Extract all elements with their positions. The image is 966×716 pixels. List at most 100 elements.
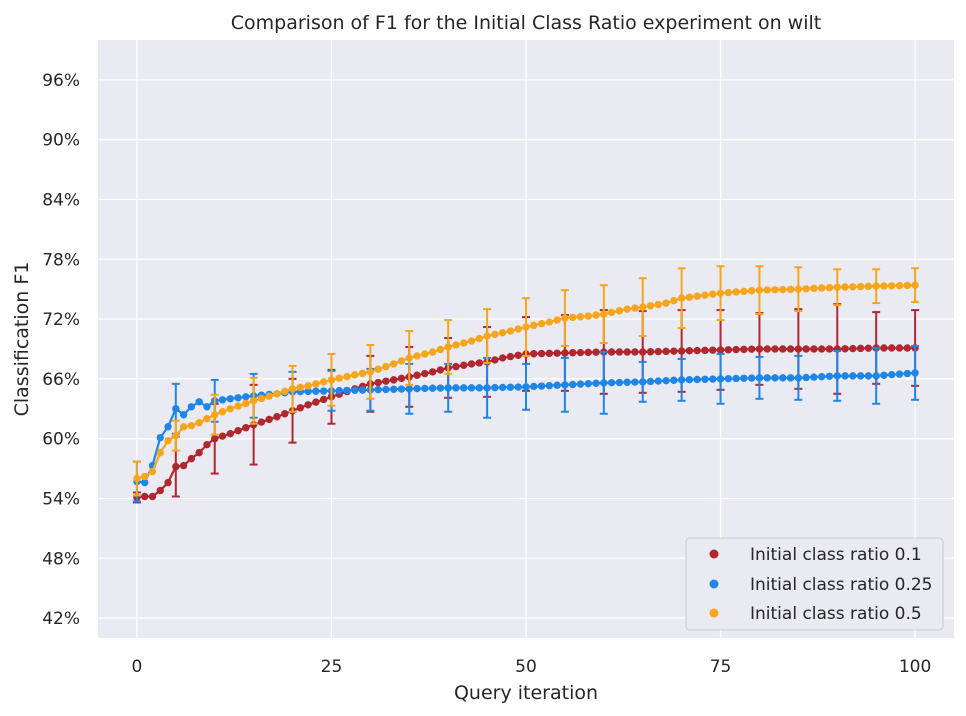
data-point [203, 415, 211, 423]
data-point [670, 296, 678, 305]
data-point [405, 354, 413, 362]
data-point [257, 394, 266, 403]
data-point [242, 399, 250, 408]
data-point [273, 390, 281, 398]
y-tick-label: 66% [42, 370, 80, 390]
data-point [685, 347, 694, 355]
data-point [677, 376, 686, 384]
data-point [218, 408, 227, 416]
data-point [491, 356, 499, 364]
data-point [833, 283, 841, 291]
data-point [242, 424, 250, 432]
data-point [226, 429, 234, 438]
data-point [747, 287, 756, 295]
data-point [156, 433, 164, 442]
data-point [709, 346, 717, 354]
data-point [747, 374, 756, 382]
data-point [576, 348, 585, 357]
data-point [763, 374, 771, 382]
data-point [421, 369, 429, 378]
data-point [553, 316, 561, 324]
data-point [849, 283, 857, 291]
legend-box [685, 537, 944, 631]
data-point [140, 478, 149, 487]
data-point [895, 370, 904, 378]
data-point [639, 378, 647, 386]
data-point [506, 383, 515, 391]
legend-marker-ratio-0-5 [709, 608, 719, 618]
data-point [475, 384, 484, 392]
data-point [467, 337, 476, 345]
data-point [382, 362, 390, 371]
data-point [716, 289, 725, 297]
data-point [607, 308, 616, 317]
data-point [615, 378, 624, 387]
y-ticks: 42% 48% 54% 60% 66% 72% 78% 84% 90% 96% [42, 71, 80, 629]
y-tick-label: 42% [42, 609, 80, 629]
data-point [670, 376, 678, 384]
data-point [810, 284, 818, 293]
data-point [304, 401, 312, 409]
data-point [716, 375, 725, 383]
data-point [794, 374, 803, 382]
data-point [615, 348, 624, 356]
series-layer [132, 265, 920, 504]
data-point [584, 379, 592, 388]
data-point [249, 397, 258, 405]
data-point [864, 344, 873, 352]
data-point [685, 293, 694, 301]
data-point [864, 282, 873, 291]
data-point [779, 374, 787, 382]
data-point [771, 374, 779, 382]
data-point [428, 384, 437, 392]
data-point [584, 348, 592, 357]
data-point [405, 385, 413, 393]
data-point [351, 371, 359, 379]
data-point [444, 343, 452, 351]
data-point [545, 349, 554, 358]
data-point [203, 440, 211, 449]
data-point [545, 318, 554, 326]
data-point [195, 419, 203, 427]
data-point [428, 348, 437, 356]
data-point [724, 346, 733, 354]
data-point [475, 359, 484, 367]
data-point [498, 354, 507, 362]
data-point [234, 394, 242, 402]
data-point [257, 418, 266, 426]
data-point [654, 377, 662, 385]
data-point [693, 292, 701, 300]
data-point [903, 369, 912, 378]
data-point [639, 348, 647, 356]
x-tick-label: 75 [710, 657, 732, 677]
data-point [530, 321, 538, 330]
data-point [390, 385, 398, 393]
data-point [140, 492, 149, 501]
data-point [319, 395, 328, 404]
data-point [911, 281, 919, 289]
data-point [841, 372, 849, 380]
data-point [304, 387, 312, 396]
data-point [670, 347, 678, 355]
data-point [218, 432, 227, 440]
data-point [747, 345, 756, 353]
x-tick-label: 100 [899, 657, 931, 677]
data-point [662, 347, 670, 356]
data-point [452, 341, 460, 349]
data-point [576, 313, 585, 321]
y-tick-label: 90% [42, 131, 80, 151]
data-point [779, 285, 787, 294]
data-point [436, 345, 445, 354]
data-point [607, 348, 616, 356]
data-point [491, 383, 499, 392]
data-point [779, 345, 787, 353]
x-tick-label: 25 [321, 657, 343, 677]
data-point [724, 374, 733, 383]
data-point [631, 378, 639, 386]
data-point [382, 385, 390, 394]
data-point [615, 307, 624, 315]
data-point [709, 290, 717, 298]
data-point [631, 304, 639, 312]
legend-label-ratio-0-25: Initial class ratio 0.25 [750, 575, 933, 595]
y-tick-label: 72% [42, 310, 80, 330]
